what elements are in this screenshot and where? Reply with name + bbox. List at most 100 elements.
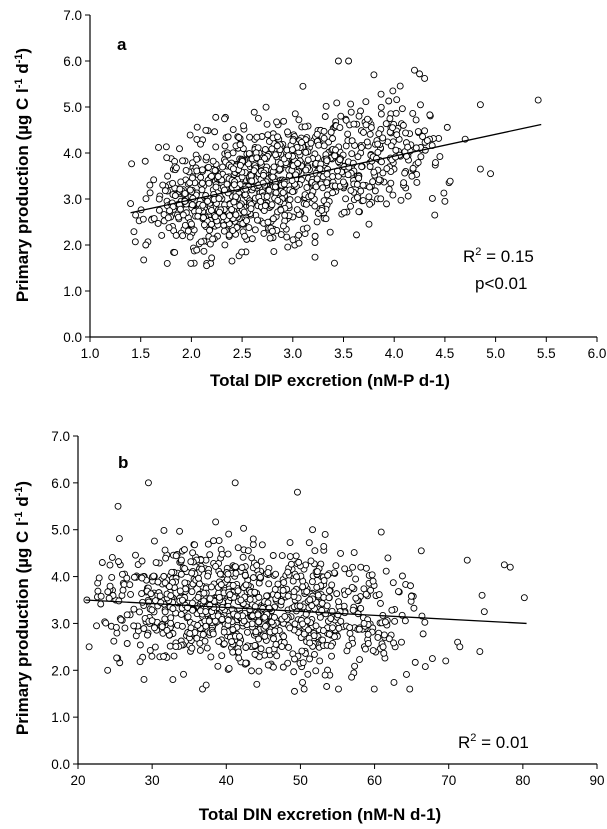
data-point (196, 639, 204, 647)
data-point (383, 165, 391, 172)
data-point (154, 578, 162, 586)
panel-a-axes: 0.01.02.03.04.05.06.07.01.0 1.5 2.0 2.5 3.0 3… (63, 8, 606, 361)
data-point (291, 620, 299, 628)
data-point (121, 624, 129, 632)
data-point (268, 201, 276, 209)
data-point (181, 190, 189, 197)
data-point (193, 246, 201, 254)
data-point (487, 170, 494, 178)
data-point (258, 541, 266, 549)
data-point (412, 144, 420, 152)
data-point (306, 655, 313, 663)
data-point (178, 556, 185, 564)
data-point (186, 131, 194, 139)
data-point (194, 621, 202, 629)
data-point (167, 592, 175, 600)
data-point (254, 611, 262, 619)
y-tick-label: 1.0 (51, 710, 70, 725)
data-point (279, 222, 287, 230)
data-point (234, 612, 241, 620)
data-point (336, 156, 344, 164)
panel-b-y-axis-title: Primary production (µg C l-1 d-1) (13, 481, 32, 735)
data-point (355, 174, 363, 182)
data-point (311, 202, 319, 210)
data-point (325, 630, 333, 638)
data-point (224, 133, 232, 141)
data-point (136, 608, 143, 616)
data-point (291, 110, 299, 118)
data-point (181, 546, 188, 554)
data-point (262, 103, 270, 111)
data-point (428, 195, 436, 202)
data-point (355, 208, 363, 216)
data-point (328, 652, 335, 660)
data-point (384, 554, 392, 562)
data-point (180, 670, 187, 678)
data-point (163, 259, 171, 267)
data-point (230, 198, 238, 206)
data-point (273, 142, 281, 150)
data-point (329, 624, 336, 632)
data-point (225, 530, 233, 538)
data-point (234, 587, 242, 595)
data-point (375, 176, 383, 184)
data-point (171, 192, 179, 200)
data-point (202, 622, 210, 630)
data-point (268, 227, 276, 235)
data-point (194, 212, 202, 220)
data-point (355, 625, 363, 633)
data-point (347, 108, 355, 116)
x-tick-label: 60 (367, 773, 382, 788)
data-point (316, 165, 324, 173)
data-point (246, 133, 254, 141)
y-tick-label: 1.0 (63, 284, 82, 299)
data-point (364, 115, 371, 123)
data-point (161, 579, 169, 587)
data-point (130, 622, 138, 630)
data-point (274, 580, 282, 588)
data-point (299, 620, 307, 628)
data-point (335, 624, 343, 632)
data-point (257, 557, 265, 565)
data-point (313, 568, 321, 576)
data-point (205, 163, 212, 171)
data-point (235, 648, 242, 656)
data-point (304, 670, 312, 678)
data-point (106, 582, 114, 590)
data-point (257, 158, 265, 166)
y-tick-label: 4.0 (63, 146, 82, 161)
data-point (286, 624, 294, 632)
data-point (353, 180, 361, 188)
data-point (176, 587, 184, 595)
data-point (212, 183, 220, 191)
data-point (224, 616, 232, 624)
data-point (151, 537, 158, 545)
data-point (225, 665, 233, 672)
data-point (360, 128, 367, 136)
panel-b: 0.0 1.0 2.0 3.0 4.0 5.0 6.0 7.0 20 30 40 50 60 70 80 90… (13, 429, 605, 824)
data-point (188, 569, 196, 577)
data-point (246, 606, 254, 614)
data-point (362, 98, 370, 106)
data-point (118, 570, 126, 578)
data-point (302, 200, 310, 208)
data-point (95, 574, 103, 582)
data-point (335, 598, 342, 606)
data-point (280, 117, 288, 125)
data-point (142, 195, 150, 203)
x-tick-label: 5.0 (486, 346, 505, 361)
data-point (342, 195, 350, 203)
data-point (244, 547, 252, 555)
data-point (253, 133, 261, 141)
data-point (177, 178, 185, 186)
data-point (131, 238, 139, 246)
data-point (398, 572, 406, 580)
data-point (208, 220, 215, 228)
data-point (295, 239, 303, 247)
data-point (257, 645, 265, 653)
x-tick-label: 1.0 (81, 346, 100, 361)
data-point (243, 217, 251, 225)
data-point (261, 613, 269, 621)
panel-b-r2: R2 = 0.01 (458, 732, 529, 752)
data-point (281, 211, 289, 219)
